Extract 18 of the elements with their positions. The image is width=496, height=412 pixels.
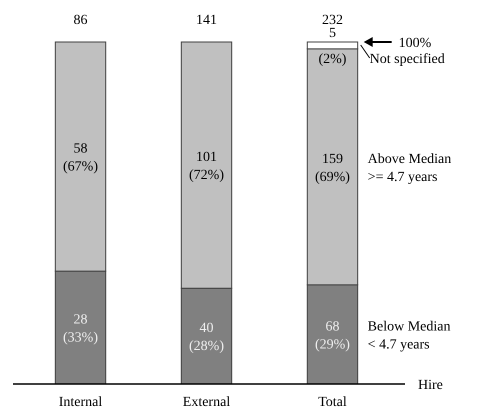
annotation: 141 (196, 13, 217, 28)
data-label: 58 (67%) (63, 142, 98, 175)
data-label: 68 (29%) (314, 319, 350, 352)
x-tick-label: Total (318, 395, 347, 410)
annotation: 86 (74, 13, 88, 28)
data-label: 101 (72%) (189, 150, 224, 184)
x-tick-label: Internal (58, 395, 102, 410)
x-axis-title: Hire (418, 378, 443, 393)
annotation: 100% (398, 36, 432, 51)
data-label: 40 (28%) (189, 321, 224, 354)
series-label: Below Median < 4.7 years (368, 319, 451, 352)
x-tick-label: External (182, 395, 230, 410)
data-label: 159 (69%) (314, 152, 350, 185)
annotation: 232 (322, 13, 343, 28)
data-label: 5 (2%) (318, 26, 347, 67)
series-label: Not specified (370, 52, 445, 67)
series-label: Above Median >= 4.7 years (368, 152, 452, 185)
data-label: 28 (33%) (63, 312, 98, 346)
